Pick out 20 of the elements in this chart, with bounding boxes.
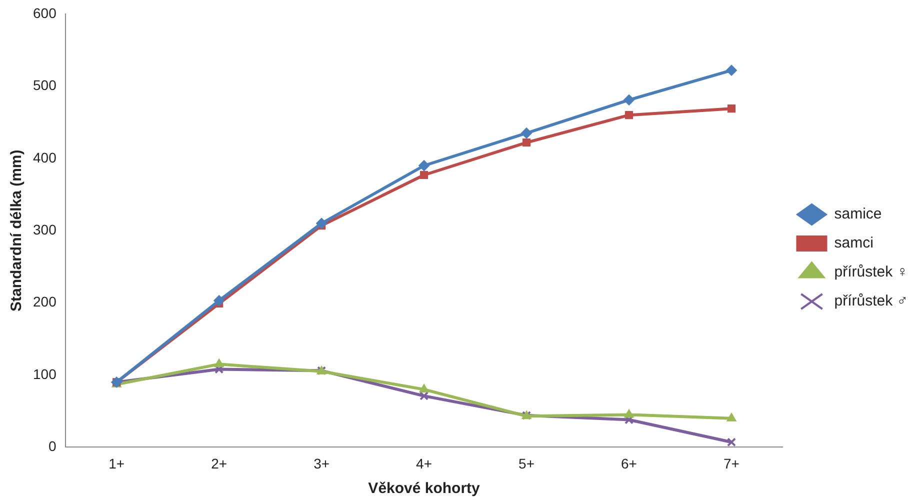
y-tick-label: 300 <box>33 221 57 238</box>
x-axis-title: Věkové kohorty <box>368 480 481 498</box>
x-tick-label: 6+ <box>621 455 637 472</box>
legend-label: samice <box>834 206 882 223</box>
legend-label: přírůstek ♂ <box>834 292 908 310</box>
x-tick-label: 5+ <box>518 455 535 472</box>
y-tick-label: 600 <box>33 4 57 21</box>
x-tick-label: 7+ <box>724 455 740 472</box>
x-tick-label: 2+ <box>211 455 228 472</box>
y-tick-label: 200 <box>33 294 57 310</box>
x-tick-label: 1+ <box>108 455 125 472</box>
legend-label: přírůstek ♀ <box>834 264 908 281</box>
y-tick-label: 400 <box>33 149 57 166</box>
y-axis-title: Standardní délka (mm) <box>8 150 26 312</box>
y-tick-label: 500 <box>33 77 57 94</box>
x-tick-label: 4+ <box>416 455 432 472</box>
x-tick-label: 3+ <box>314 455 330 472</box>
y-tick-label: 0 <box>48 438 57 454</box>
legend-label: samci <box>834 234 874 252</box>
y-tick-label: 100 <box>33 366 57 382</box>
